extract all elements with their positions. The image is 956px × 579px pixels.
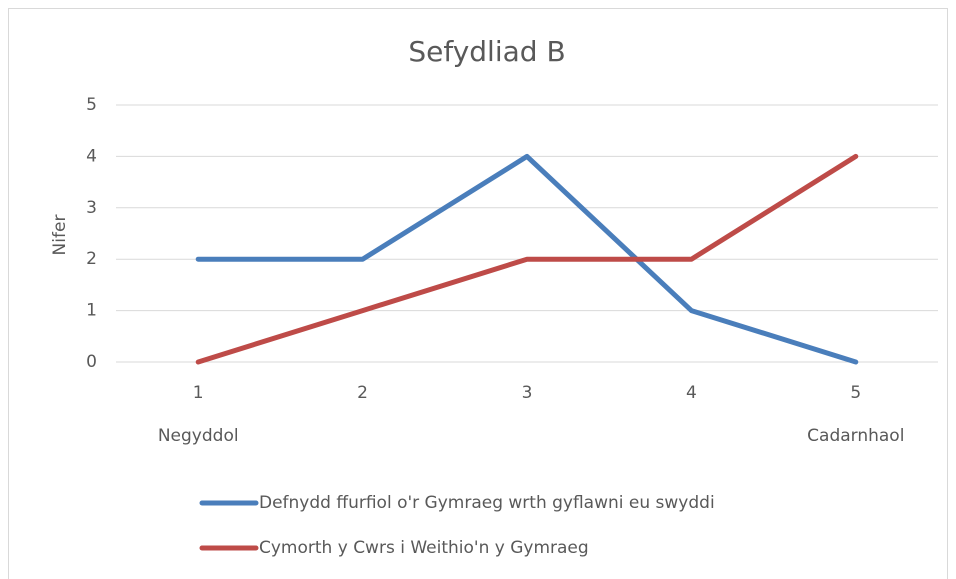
y-tick-label: 0: [86, 352, 97, 372]
x-sublabel: Cadarnhaol: [807, 426, 904, 446]
y-tick-label: 5: [86, 95, 97, 115]
x-tick-label: 1: [193, 383, 204, 403]
y-tick-label: 1: [86, 301, 97, 321]
series-line: [195, 153, 859, 365]
x-tick-label: 2: [357, 383, 368, 403]
y-axis-label: Nifer: [50, 215, 70, 256]
legend-label: Defnydd ffurfiol o'r Gymraeg wrth gyflaw…: [259, 493, 715, 513]
x-sublabel: Negyddol: [158, 426, 239, 446]
series-line: [195, 153, 859, 365]
legend-label: Cymorth y Cwrs i Weithio'n y Gymraeg: [259, 538, 589, 558]
chart-title: Sefydliad B: [408, 35, 565, 68]
y-tick-label: 4: [86, 146, 97, 166]
x-tick-label: 5: [850, 383, 861, 403]
x-tick-label: 4: [686, 383, 697, 403]
y-tick-label: 2: [86, 249, 97, 269]
chart-frame: [8, 8, 948, 579]
y-tick-label: 3: [86, 198, 97, 218]
x-tick-label: 3: [522, 383, 533, 403]
